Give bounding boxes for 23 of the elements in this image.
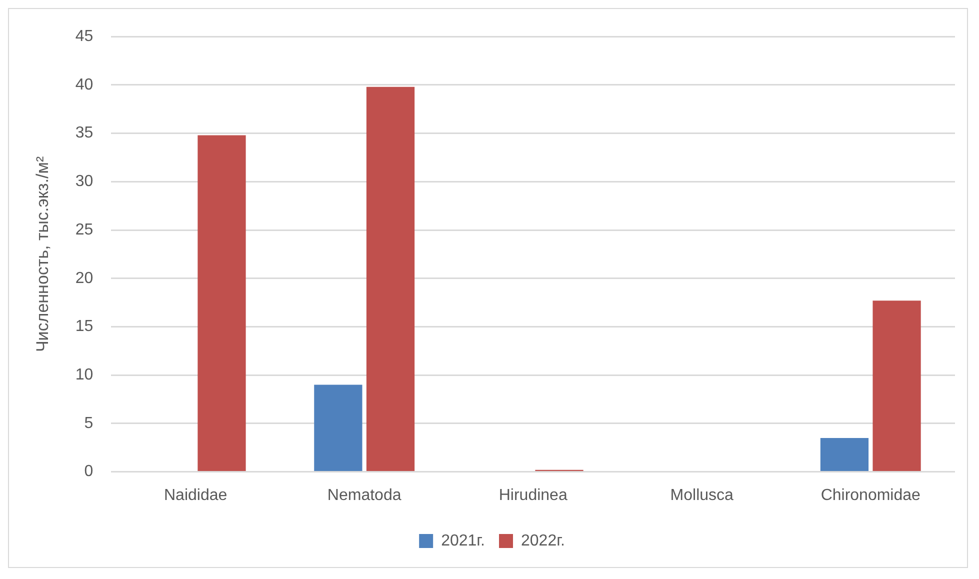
legend-label: 2022г. <box>521 532 565 550</box>
y-tick-label: 15 <box>75 318 94 336</box>
x-tick-label: Nematoda <box>327 486 402 504</box>
x-tick-label: Mollusca <box>670 486 734 504</box>
y-tick-label: 5 <box>84 414 94 432</box>
x-tick-label: Chironomidae <box>820 486 921 504</box>
x-tick-label: Naididae <box>164 486 228 504</box>
y-tick-label: 20 <box>75 270 94 287</box>
bar <box>314 384 362 472</box>
bar <box>872 300 921 472</box>
y-tick-label: 35 <box>75 124 94 142</box>
bar <box>820 438 869 472</box>
y-tick-label: 10 <box>75 366 94 384</box>
y-tick-label: 25 <box>75 221 94 238</box>
x-tick-label: Hirudinea <box>498 486 568 504</box>
y-tick-label: 30 <box>75 173 94 190</box>
y-tick-label: 45 <box>75 28 94 46</box>
legend-label: 2021г. <box>441 532 485 550</box>
bar <box>366 86 415 472</box>
y-tick-label: 0 <box>84 463 94 480</box>
y-axis-title: Численность, тыс.экз./м² <box>32 156 52 352</box>
bar <box>198 135 246 472</box>
y-tick-label: 40 <box>75 76 94 94</box>
